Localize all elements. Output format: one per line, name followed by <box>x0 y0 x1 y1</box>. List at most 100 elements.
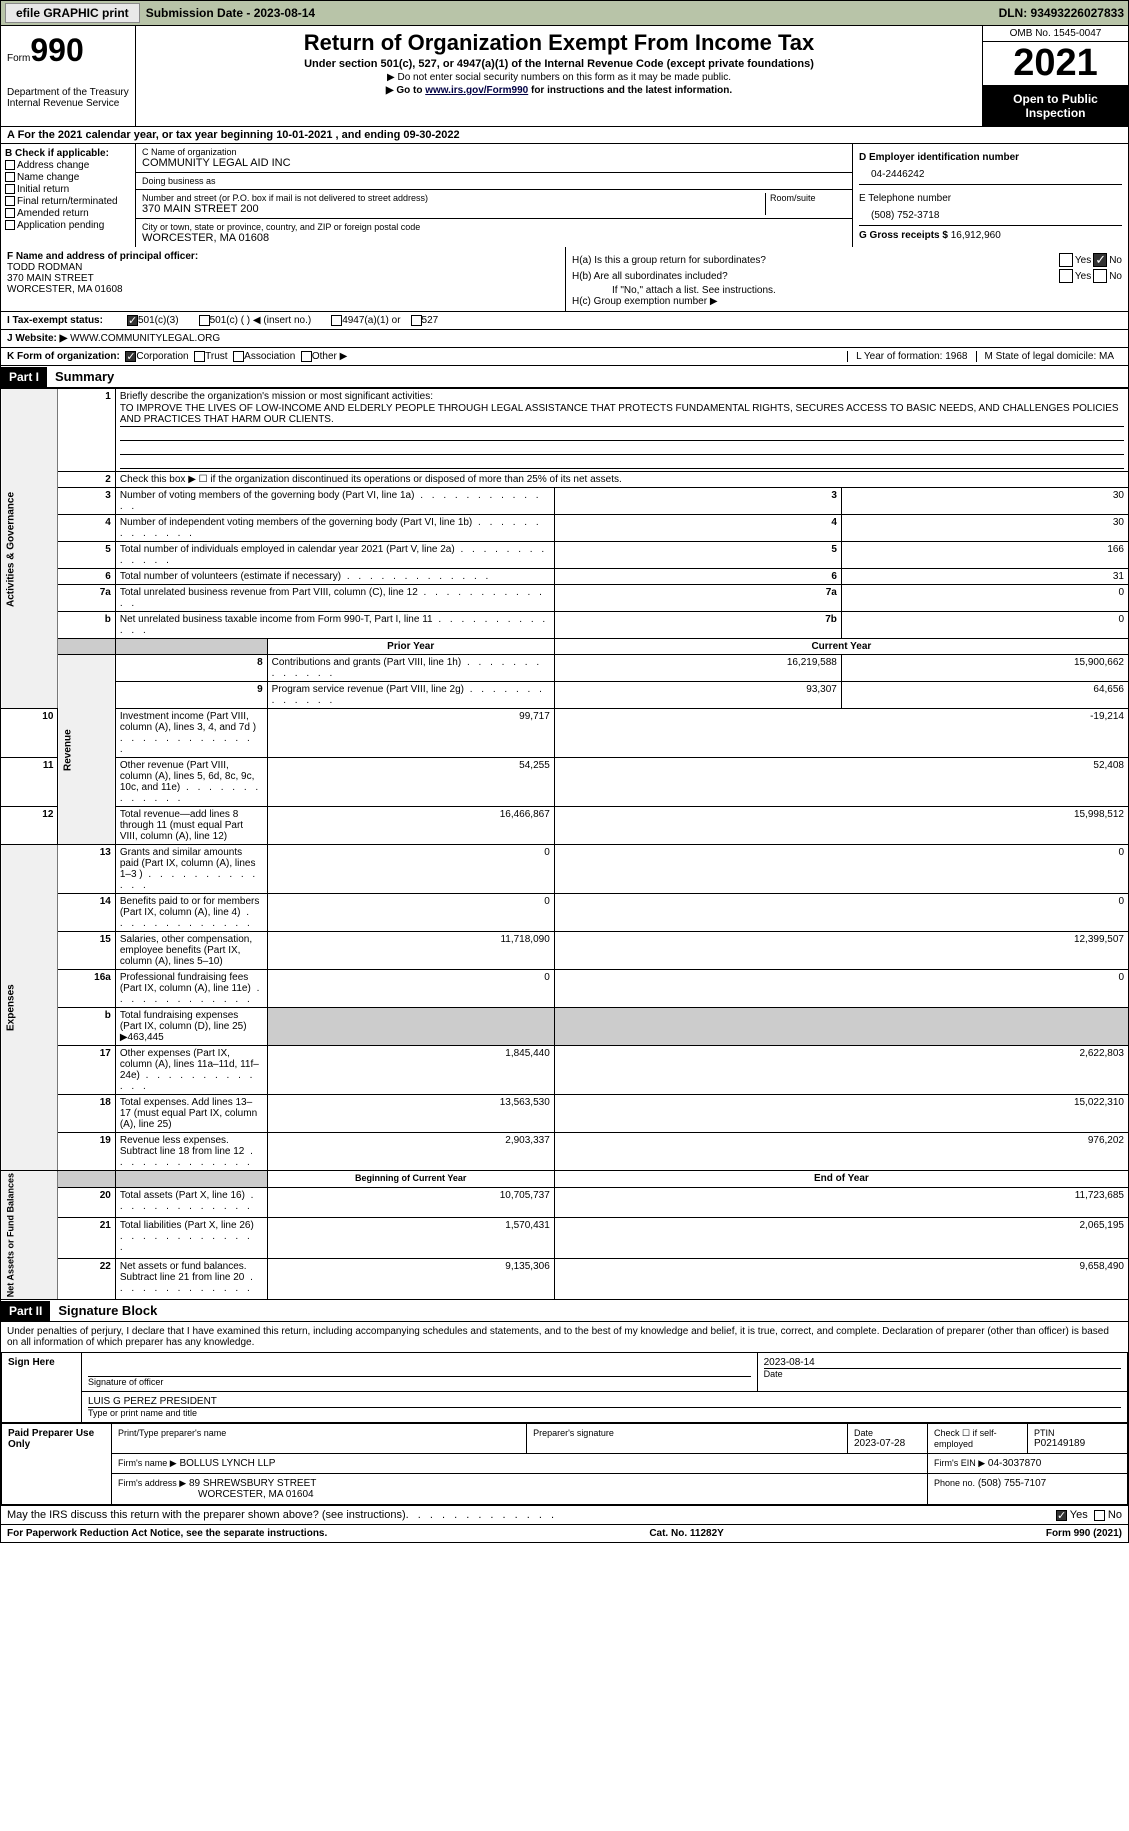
header-title-cell: Return of Organization Exempt From Incom… <box>136 26 983 126</box>
line-box: 3 <box>554 488 841 515</box>
curr-val: 976,202 <box>554 1133 1128 1171</box>
line-desc: Number of voting members of the governin… <box>115 488 554 515</box>
chk-initial-return[interactable]: Initial return <box>5 184 131 195</box>
curr-val: 12,399,507 <box>554 932 1128 970</box>
curr-val: 9,658,490 <box>554 1258 1128 1299</box>
row-j-website: J Website: ▶ WWW.COMMUNITYLEGAL.ORG <box>0 330 1129 348</box>
l-year-formation: L Year of formation: 1968 <box>847 351 975 362</box>
row-i-tax-status: I Tax-exempt status: 501(c)(3) 501(c) ( … <box>0 312 1129 330</box>
m-state-domicile: M State of legal domicile: MA <box>976 351 1123 362</box>
prep-name-cell: Print/Type preparer's name <box>112 1424 527 1454</box>
line-desc: Total expenses. Add lines 13–17 (must eq… <box>115 1095 267 1133</box>
ptin-cell: PTINP02149189 <box>1028 1424 1128 1454</box>
chk-application-pending[interactable]: Application pending <box>5 220 131 231</box>
org-name: COMMUNITY LEGAL AID INC <box>142 157 846 169</box>
line-desc: Revenue less expenses. Subtract line 18 … <box>115 1133 267 1171</box>
curr-val: 2,622,803 <box>554 1046 1128 1095</box>
line-desc: Professional fundraising fees (Part IX, … <box>115 970 267 1008</box>
line-num: 11 <box>1 758 58 807</box>
ha-no-checkbox[interactable] <box>1093 253 1107 267</box>
discuss-yes-checkbox[interactable] <box>1056 1510 1067 1521</box>
line-desc: Benefits paid to or for members (Part IX… <box>115 894 267 932</box>
header-right-cell: OMB No. 1545-0047 2021 Open to Public In… <box>983 26 1128 126</box>
chk-527[interactable] <box>411 315 422 326</box>
officer-sig-cell: Signature of officer <box>82 1353 758 1392</box>
hb-note: If "No," attach a list. See instructions… <box>572 285 1122 296</box>
discuss-no-checkbox[interactable] <box>1094 1510 1105 1521</box>
firm-phone: (508) 755-7107 <box>978 1478 1046 1489</box>
line-num: 7a <box>58 585 115 612</box>
hdr-blank2 <box>115 639 267 655</box>
opt-assoc: Association <box>244 351 295 362</box>
firm-name: BOLLUS LYNCH LLP <box>179 1458 275 1469</box>
line-val: 30 <box>841 488 1128 515</box>
hb-yes-checkbox[interactable] <box>1059 269 1073 283</box>
ptin-value: P02149189 <box>1034 1438 1121 1449</box>
firm-ein: 04-3037870 <box>988 1458 1041 1469</box>
addr-box: Number and street (or P.O. box if mail i… <box>136 190 852 219</box>
note2-post: for instructions and the latest informat… <box>528 85 732 96</box>
chk-final-return[interactable]: Final return/terminated <box>5 196 131 207</box>
row-k-form-org: K Form of organization: Corporation Trus… <box>0 348 1129 366</box>
ein-value: 04-2446242 <box>859 169 1122 180</box>
footer-right: Form 990 (2021) <box>1046 1528 1122 1539</box>
q1-text: Briefly describe the organization's miss… <box>120 391 1124 402</box>
prior-val: 0 <box>267 970 554 1008</box>
sign-here-label: Sign Here <box>2 1353 82 1423</box>
line-num: 19 <box>58 1133 115 1171</box>
chk-label: Final return/terminated <box>17 196 118 207</box>
hc-label: H(c) Group exemption number ▶ <box>572 296 1122 307</box>
chk-corp[interactable] <box>125 351 136 362</box>
ha-yes-checkbox[interactable] <box>1059 253 1073 267</box>
line-num: 14 <box>58 894 115 932</box>
hb-no-checkbox[interactable] <box>1093 269 1107 283</box>
dba-label: Doing business as <box>142 176 846 186</box>
line-num: 17 <box>58 1046 115 1095</box>
firm-phone-label: Phone no. <box>934 1478 975 1488</box>
chk-4947[interactable] <box>331 315 342 326</box>
line-box: 4 <box>554 515 841 542</box>
form-number: 990 <box>30 32 83 68</box>
officer-addr2: WORCESTER, MA 01608 <box>7 284 559 295</box>
form-note2: ▶ Go to www.irs.gov/Form990 for instruct… <box>144 85 974 96</box>
opt-corp: Corporation <box>136 351 188 362</box>
prior-val: 11,718,090 <box>267 932 554 970</box>
part1-badge: Part I <box>1 367 47 387</box>
form-header: Form990 Department of the Treasury Inter… <box>0 26 1129 127</box>
chk-trust[interactable] <box>194 351 205 362</box>
chk-501c3[interactable] <box>127 315 138 326</box>
chk-name-change[interactable]: Name change <box>5 172 131 183</box>
line-val: 31 <box>841 569 1128 585</box>
efile-print-button[interactable]: efile GRAPHIC print <box>5 3 140 23</box>
chk-amended[interactable]: Amended return <box>5 208 131 219</box>
sig-officer-label: Signature of officer <box>88 1377 751 1387</box>
prep-sig-cell: Preparer's signature <box>527 1424 848 1454</box>
firm-ein-label: Firm's EIN ▶ <box>934 1458 985 1468</box>
vtab-expenses: Expenses <box>1 845 58 1171</box>
chk-501c[interactable] <box>199 315 210 326</box>
curr-val: 15,022,310 <box>554 1095 1128 1133</box>
prior-val: 9,135,306 <box>267 1258 554 1299</box>
col-h-group: H(a) Is this a group return for subordin… <box>566 247 1128 311</box>
prep-sig-label: Preparer's signature <box>533 1428 841 1438</box>
line-desc: Total fundraising expenses (Part IX, col… <box>115 1008 267 1046</box>
org-name-box: C Name of organization COMMUNITY LEGAL A… <box>136 144 852 173</box>
prior-val: 93,307 <box>554 682 841 709</box>
hdr-blank <box>58 639 115 655</box>
prior-val: 99,717 <box>267 709 554 758</box>
prep-date-cell: Date2023-07-28 <box>848 1424 928 1454</box>
curr-val: 2,065,195 <box>554 1217 1128 1258</box>
firm-ein-cell: Firm's EIN ▶ 04-3037870 <box>928 1454 1128 1474</box>
line-desc: Contributions and grants (Part VIII, lin… <box>267 655 554 682</box>
mission-text: TO IMPROVE THE LIVES OF LOW-INCOME AND E… <box>120 402 1124 427</box>
chk-assoc[interactable] <box>233 351 244 362</box>
part1-title: Summary <box>47 366 122 387</box>
chk-address-change[interactable]: Address change <box>5 160 131 171</box>
line-desc: Total number of volunteers (estimate if … <box>115 569 554 585</box>
line-num: 22 <box>58 1258 115 1299</box>
chk-other[interactable] <box>301 351 312 362</box>
col-b-checkboxes: B Check if applicable: Address change Na… <box>1 144 136 247</box>
opt-501c3: 501(c)(3) <box>138 315 179 326</box>
irs-link[interactable]: www.irs.gov/Form990 <box>425 85 528 96</box>
k-label: K Form of organization: <box>7 351 120 362</box>
